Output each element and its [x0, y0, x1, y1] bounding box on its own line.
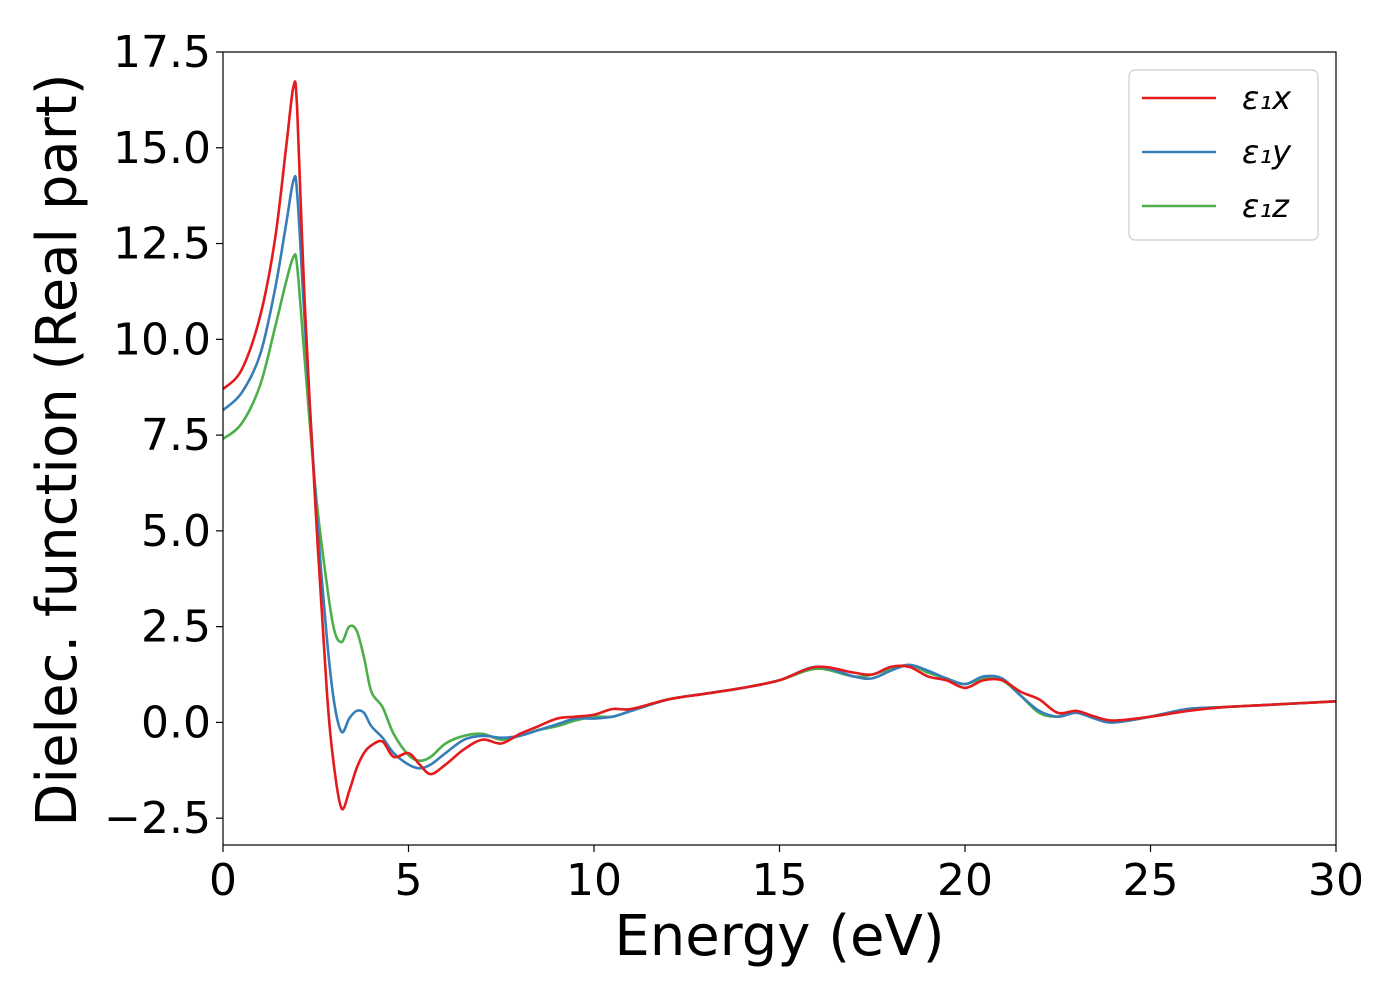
x-tick-label: 15 [752, 855, 808, 906]
y-tick-label: 7.5 [141, 410, 211, 461]
x-tick-label: 5 [395, 855, 423, 906]
legend-label-2: ε₁z [1242, 187, 1290, 225]
x-tick-label: 20 [937, 855, 993, 906]
x-axis-ticks: 0 5 10 15 20 25 30 [209, 845, 1364, 906]
legend-label-0: ε₁x [1242, 79, 1292, 117]
x-tick-label: 30 [1308, 855, 1364, 906]
y-axis-title: Dielec. function (Real part) [25, 73, 90, 826]
y-tick-label: 17.5 [113, 27, 211, 78]
legend-box [1128, 69, 1319, 241]
y-tick-label: −2.5 [104, 793, 211, 844]
y-tick-label: 0.0 [141, 697, 211, 748]
y-tick-label: 15.0 [113, 123, 211, 174]
y-tick-label: 5.0 [141, 506, 211, 557]
series-lines [223, 80, 1336, 811]
series-line-2 [223, 253, 1336, 763]
series-line-1 [223, 174, 1336, 770]
series-line-0 [223, 80, 1336, 811]
x-tick-label: 0 [209, 855, 237, 906]
y-tick-label: 2.5 [141, 602, 211, 653]
legend-label-1: ε₁y [1242, 133, 1292, 171]
x-tick-label: 10 [566, 855, 622, 906]
y-tick-label: 10.0 [113, 314, 211, 365]
x-tick-label: 25 [1123, 855, 1179, 906]
y-axis-ticks: −2.5 0.0 2.5 5.0 7.5 10.0 12.5 15.0 17.5 [104, 27, 223, 844]
x-axis-title: Energy (eV) [614, 904, 944, 969]
legend: ε₁x ε₁y ε₁z [1128, 69, 1319, 241]
y-tick-label: 12.5 [113, 219, 211, 270]
